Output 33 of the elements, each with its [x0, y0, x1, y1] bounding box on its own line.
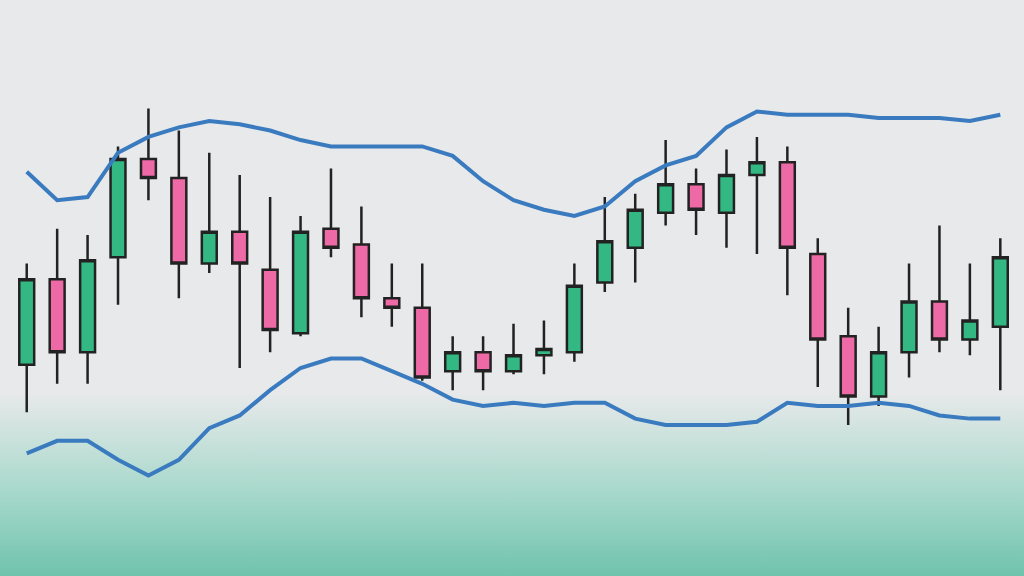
candlestick: [352, 205, 371, 319]
candlestick: [565, 262, 584, 363]
candlestick: [322, 167, 340, 259]
candlestick: [200, 151, 218, 275]
candlestick: [961, 262, 979, 357]
candlestick: [139, 107, 158, 202]
candlestick: [231, 173, 249, 370]
candlestick: [170, 129, 188, 300]
candlestick: [656, 138, 675, 227]
candlestick: [48, 227, 66, 386]
candlestick: [535, 319, 553, 376]
candlestick: [687, 167, 705, 237]
candlestick: [748, 135, 766, 256]
candlestick: [930, 224, 949, 354]
candlestick: [778, 145, 797, 297]
candlestick: [626, 192, 644, 284]
candlestick: [78, 233, 97, 386]
candlestick: [261, 195, 279, 354]
candlestick: [717, 148, 736, 249]
candlestick: [291, 214, 310, 338]
candlestick: [596, 195, 614, 294]
candlestick: [413, 262, 431, 382]
candlestick: [474, 335, 492, 392]
candlestick: [109, 145, 127, 306]
candlestick: [383, 262, 401, 329]
candlestick: [839, 306, 857, 427]
candlestick: [443, 335, 462, 392]
candlestick: [504, 322, 523, 376]
candlestick: [809, 236, 827, 389]
candlestick: [991, 236, 1010, 392]
candlestick: [869, 325, 888, 408]
candlestick: [900, 262, 918, 379]
candlestick: [18, 262, 36, 414]
